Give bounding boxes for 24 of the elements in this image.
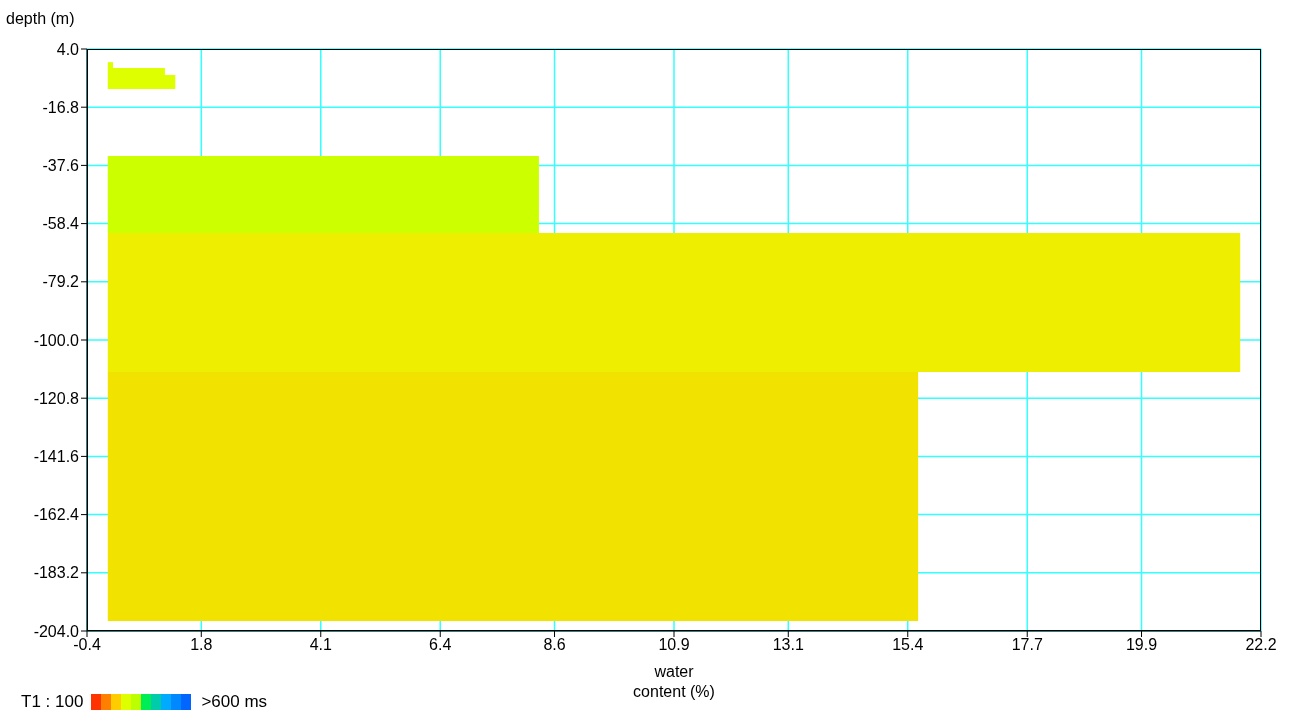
y-tick-label: -183.2 [33, 564, 80, 582]
x-tick-label: 4.1 [309, 636, 332, 654]
x-tick-label: 22.2 [1245, 636, 1277, 654]
x-tick-label: 17.7 [1011, 636, 1043, 654]
y-tick-label: -141.6 [33, 448, 80, 466]
x-tick-label: 8.6 [543, 636, 566, 654]
y-tick-label: -16.8 [42, 98, 80, 116]
text: T1 : 100 [21, 692, 84, 712]
x-tick-label: 1.8 [190, 636, 213, 654]
text: >600 ms [201, 692, 268, 712]
y-tick-label: -100.0 [33, 331, 80, 349]
x-tick-label: 6.4 [429, 636, 452, 654]
x-axis-title: water content (%) [632, 662, 716, 700]
x-tick-label: 13.1 [772, 636, 804, 654]
y-axis-title: depth (m) [6, 10, 75, 28]
x-tick-label: 15.4 [892, 636, 924, 654]
y-tick-label: -37.6 [42, 157, 80, 175]
y-tick-label: -120.8 [33, 389, 80, 407]
y-tick-label: -162.4 [33, 506, 80, 524]
x-tick-label: 19.9 [1125, 636, 1158, 654]
y-tick-label: -79.2 [42, 273, 80, 291]
x-tick-label: 10.9 [658, 636, 690, 654]
y-tick-label: -58.4 [42, 215, 80, 233]
y-tick-label: 4.0 [56, 40, 80, 58]
